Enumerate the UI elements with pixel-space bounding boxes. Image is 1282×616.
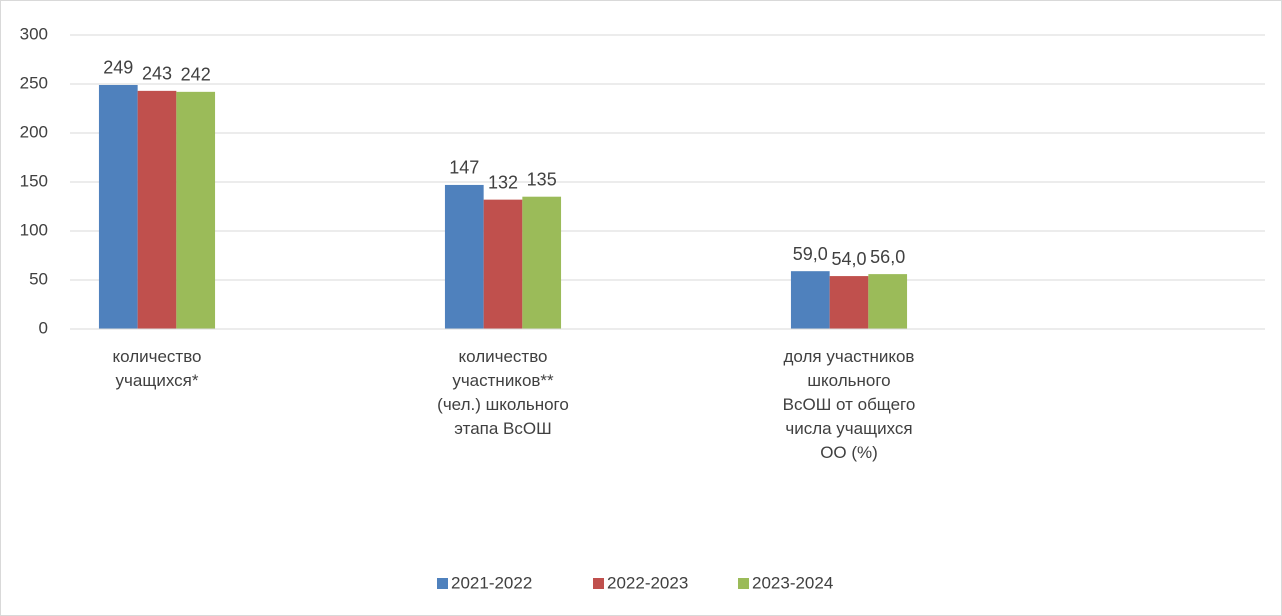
legend-label: 2021-2022 (451, 573, 532, 592)
y-tick-label: 0 (39, 318, 48, 337)
bar (829, 276, 869, 329)
x-tick-label-line: школьного (807, 371, 890, 390)
legend-swatch (437, 578, 448, 589)
y-tick-label: 250 (20, 73, 48, 92)
y-tick-label: 300 (20, 24, 48, 43)
y-tick-label: 200 (20, 122, 48, 141)
y-tick-label: 150 (20, 171, 48, 190)
legend-label: 2023-2024 (752, 573, 833, 592)
data-label: 132 (488, 172, 518, 192)
bar (868, 274, 908, 329)
bar (522, 196, 562, 329)
data-label: 147 (449, 158, 479, 178)
legend-label: 2022-2023 (607, 573, 688, 592)
x-tick-label-line: доля участников (784, 347, 915, 366)
bar (444, 184, 484, 329)
x-tick-label-line: учащихся* (116, 371, 199, 390)
y-tick-label: 100 (20, 220, 48, 239)
legend-swatch (738, 578, 749, 589)
data-label: 56,0 (870, 247, 905, 267)
x-tick-label-line: ВсОШ от общего (783, 395, 916, 414)
y-tick-label: 50 (29, 269, 48, 288)
bar (137, 90, 177, 329)
data-label: 243 (142, 64, 172, 84)
x-tick-label-line: ОО (%) (820, 443, 878, 462)
data-label: 54,0 (831, 249, 866, 269)
data-label: 249 (103, 58, 133, 78)
x-tick-label: количество учащихся* (112, 347, 201, 390)
data-label: 242 (181, 65, 211, 85)
x-tick-label-line: участников** (452, 371, 554, 390)
x-tick-label-line: количество (458, 347, 547, 366)
x-tick-label-line: этапа ВсОШ (454, 419, 551, 438)
bar (98, 84, 138, 329)
bar (176, 91, 216, 329)
legend-swatch (593, 578, 604, 589)
x-tick-label: количество участников** (чел.) школьного эт… (437, 347, 569, 438)
x-tick-label-line: числа учащихся (785, 419, 912, 438)
bar (790, 271, 830, 329)
bar (483, 199, 523, 329)
x-tick-label-line: (чел.) школьного (437, 395, 569, 414)
data-label: 135 (527, 169, 557, 189)
data-label: 59,0 (793, 244, 828, 264)
x-tick-label: доля участников школьного ВсОШ от общего чи… (783, 347, 916, 462)
x-tick-label-line: количество (112, 347, 201, 366)
